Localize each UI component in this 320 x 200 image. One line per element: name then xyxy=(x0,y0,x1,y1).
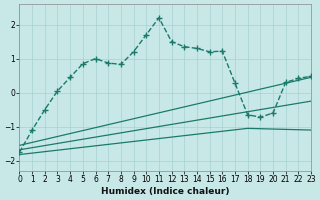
X-axis label: Humidex (Indice chaleur): Humidex (Indice chaleur) xyxy=(101,187,229,196)
